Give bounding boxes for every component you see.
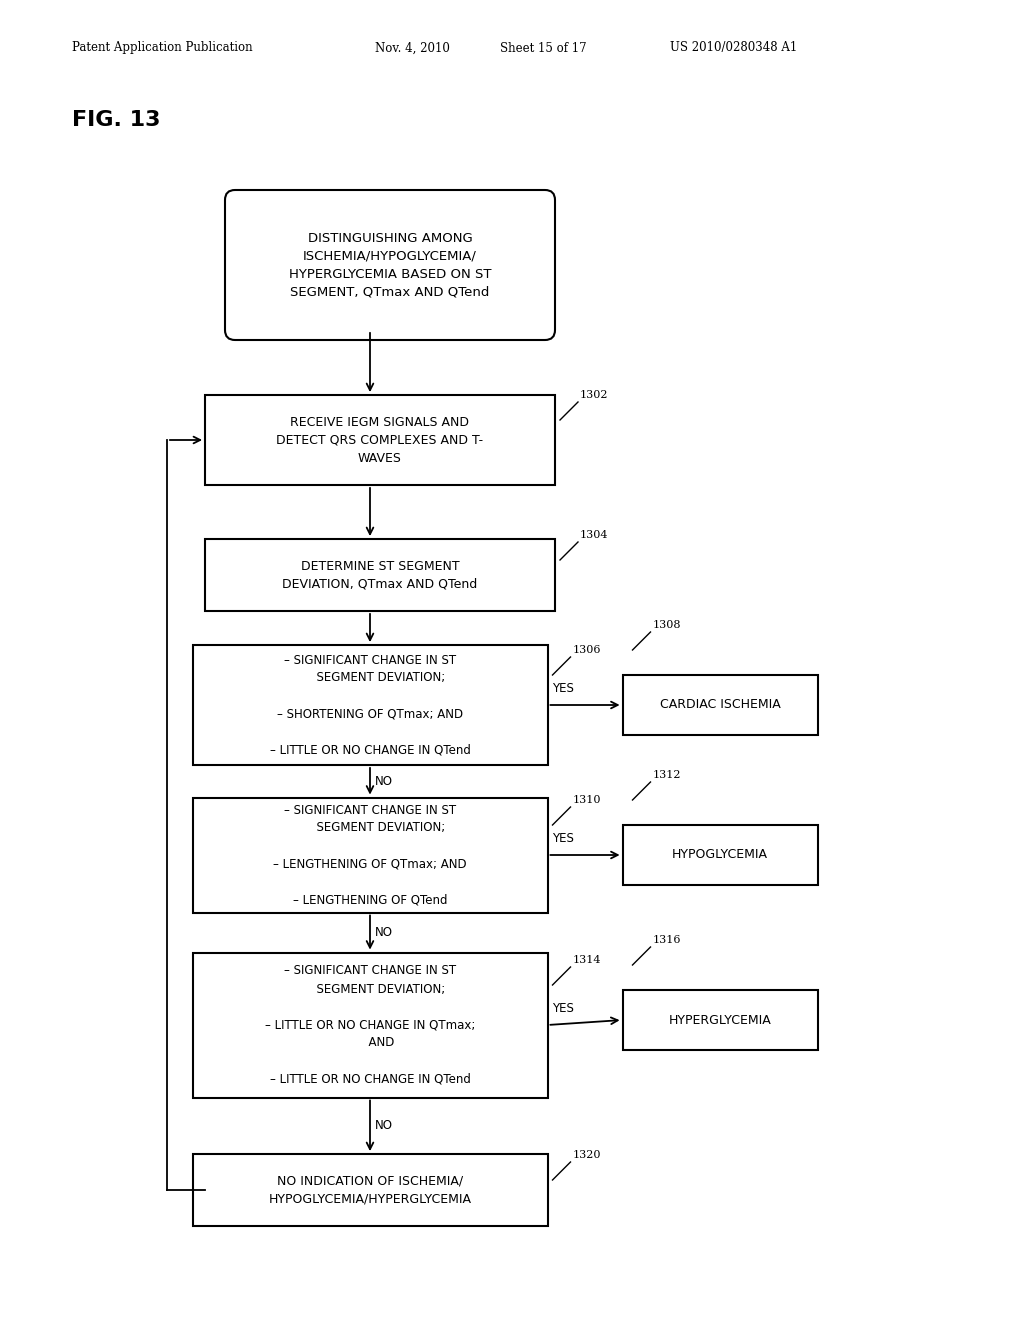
Text: 1302: 1302 — [580, 389, 608, 400]
Text: DETERMINE ST SEGMENT
DEVIATION, QTmax AND QTend: DETERMINE ST SEGMENT DEVIATION, QTmax AN… — [283, 560, 477, 590]
Text: 1320: 1320 — [572, 1150, 601, 1160]
Text: DISTINGUISHING AMONG
ISCHEMIA/HYPOGLYCEMIA/
HYPERGLYCEMIA BASED ON ST
SEGMENT, Q: DISTINGUISHING AMONG ISCHEMIA/HYPOGLYCEM… — [289, 231, 492, 298]
Text: RECEIVE IEGM SIGNALS AND
DETECT QRS COMPLEXES AND T-
WAVES: RECEIVE IEGM SIGNALS AND DETECT QRS COMP… — [276, 416, 483, 465]
Text: 1308: 1308 — [652, 620, 681, 630]
Bar — [205, 539, 555, 611]
Text: Patent Application Publication: Patent Application Publication — [72, 41, 253, 54]
Text: Sheet 15 of 17: Sheet 15 of 17 — [500, 41, 587, 54]
Bar — [623, 990, 817, 1049]
Bar — [623, 825, 817, 884]
Text: YES: YES — [553, 682, 574, 696]
Text: NO: NO — [375, 1119, 393, 1133]
Bar — [193, 645, 548, 766]
Text: 1310: 1310 — [572, 795, 601, 805]
Text: 1304: 1304 — [580, 531, 608, 540]
Text: Nov. 4, 2010: Nov. 4, 2010 — [375, 41, 450, 54]
Text: FIG. 13: FIG. 13 — [72, 110, 161, 129]
Text: – SIGNIFICANT CHANGE IN ST
      SEGMENT DEVIATION;

– SHORTENING OF QTmax; AND
: – SIGNIFICANT CHANGE IN ST SEGMENT DEVIA… — [269, 653, 470, 756]
Text: CARDIAC ISCHEMIA: CARDIAC ISCHEMIA — [659, 698, 780, 711]
Text: – SIGNIFICANT CHANGE IN ST
      SEGMENT DEVIATION;

– LITTLE OR NO CHANGE IN QT: – SIGNIFICANT CHANGE IN ST SEGMENT DEVIA… — [265, 965, 475, 1085]
Bar — [193, 797, 548, 912]
Bar — [193, 1154, 548, 1226]
Text: 1316: 1316 — [652, 935, 681, 945]
Text: HYPOGLYCEMIA: HYPOGLYCEMIA — [672, 849, 768, 862]
Text: US 2010/0280348 A1: US 2010/0280348 A1 — [670, 41, 798, 54]
Text: 1314: 1314 — [572, 954, 601, 965]
Bar — [193, 953, 548, 1097]
Text: 1312: 1312 — [652, 770, 681, 780]
Text: YES: YES — [553, 1002, 574, 1015]
Bar — [205, 395, 555, 484]
Text: – SIGNIFICANT CHANGE IN ST
      SEGMENT DEVIATION;

– LENGTHENING OF QTmax; AND: – SIGNIFICANT CHANGE IN ST SEGMENT DEVIA… — [273, 804, 467, 907]
Text: YES: YES — [553, 832, 574, 845]
FancyBboxPatch shape — [225, 190, 555, 341]
Text: NO: NO — [375, 927, 393, 939]
Text: NO: NO — [375, 775, 393, 788]
Text: 1306: 1306 — [572, 645, 601, 655]
Text: HYPERGLYCEMIA: HYPERGLYCEMIA — [669, 1014, 771, 1027]
Text: NO INDICATION OF ISCHEMIA/
HYPOGLYCEMIA/HYPERGLYCEMIA: NO INDICATION OF ISCHEMIA/ HYPOGLYCEMIA/… — [268, 1175, 471, 1205]
Bar — [623, 675, 817, 735]
